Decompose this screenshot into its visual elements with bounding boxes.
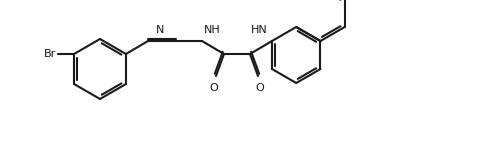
Text: HN: HN [251, 25, 268, 35]
Text: NH: NH [204, 25, 221, 35]
Text: Br: Br [44, 49, 56, 59]
Text: O: O [255, 83, 264, 93]
Text: O: O [210, 83, 219, 93]
Text: N: N [156, 25, 164, 35]
